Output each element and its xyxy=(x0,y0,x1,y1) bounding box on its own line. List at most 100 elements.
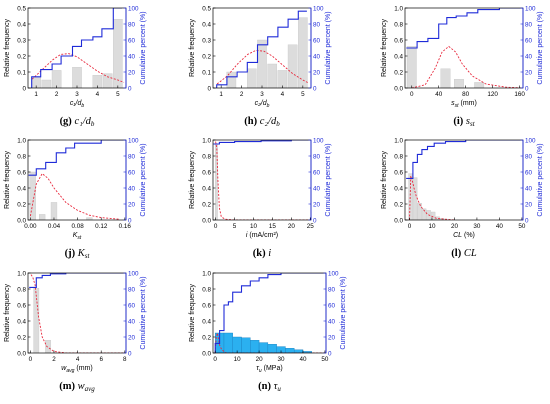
y-tick-label: 0.0 xyxy=(17,350,26,357)
x-axis-label: i (mA/cm²) xyxy=(246,232,278,239)
bar xyxy=(51,70,62,88)
x-tick-label: 2 xyxy=(55,91,59,98)
bar xyxy=(50,202,58,220)
bar xyxy=(41,79,52,88)
x-tick-label: 0 xyxy=(410,91,414,98)
bar xyxy=(285,348,295,353)
y-tick-label: 0.8 xyxy=(394,153,403,160)
y-tick-label: 0.4 xyxy=(17,21,26,28)
density-curve xyxy=(215,141,311,220)
y-tick-label: 0.8 xyxy=(202,286,211,293)
y-tick-label: 0.6 xyxy=(202,169,211,176)
y2-axis-label: Cumulative percent (%) xyxy=(340,276,347,349)
y2-tick-label: 20 xyxy=(128,201,136,208)
y-tick-label: 0.4 xyxy=(17,185,26,192)
x-label-main: τ xyxy=(256,365,259,372)
y-tick-label: 0.2 xyxy=(202,53,211,60)
y-tick-label: 0.6 xyxy=(202,302,211,309)
density-curve xyxy=(214,332,325,353)
y-tick-label: 0.2 xyxy=(394,69,403,76)
y-tick-label: 0.2 xyxy=(17,334,26,341)
bar xyxy=(298,17,308,88)
density-curve xyxy=(30,274,125,353)
bar xyxy=(406,46,417,88)
bar xyxy=(267,63,278,88)
y-tick-label: 0.5 xyxy=(202,5,211,12)
y2-tick-label: 60 xyxy=(525,37,533,44)
panel-caption: (i) sst xyxy=(453,116,475,128)
plot-frame xyxy=(404,7,524,89)
y-tick-label: 0.6 xyxy=(17,169,26,176)
x-label-sub: u xyxy=(259,368,262,374)
x-label-sub: b xyxy=(81,103,84,109)
x-axis-label: Kst xyxy=(73,232,82,241)
y-tick-label: 0.4 xyxy=(394,53,403,60)
x-tick-label: 0 xyxy=(29,356,33,363)
cumulative-line xyxy=(216,10,307,88)
y2-tick-label: 60 xyxy=(128,302,136,309)
bar xyxy=(29,171,36,220)
y2-tick-label: 0 xyxy=(525,85,529,92)
x-tick-label: 5 xyxy=(301,91,305,98)
y2-tick-label: 100 xyxy=(525,137,536,144)
panel-i: 0.0 0.2 0.4 0.6 0.8 1.0 0 20 40 60 80 100 0 40 80 120 16… xyxy=(381,5,544,128)
y2-tick-label: 80 xyxy=(525,153,533,160)
x-label-main: c₁/d xyxy=(70,100,83,107)
y-tick-label: 0.4 xyxy=(394,185,403,192)
density-curve xyxy=(411,45,523,88)
caption-text: c₂/d xyxy=(260,116,277,127)
y2-axis-label: Cumulative percent (%) xyxy=(325,143,332,216)
panel-caption: (n) τu xyxy=(258,381,281,393)
x-tick-label: 160 xyxy=(514,91,525,98)
caption-sub: b xyxy=(276,120,280,128)
y2-tick-label: 40 xyxy=(313,53,321,60)
x-tick-label: 0 xyxy=(408,223,412,230)
y-axis-label: Relative frequency xyxy=(4,151,11,209)
x-tick-label: 1 xyxy=(34,91,38,98)
caption-letter: (k) xyxy=(253,248,268,259)
y2-tick-label: 40 xyxy=(525,185,533,192)
y2-tick-label: 100 xyxy=(525,5,536,12)
y2-tick-label: 0 xyxy=(313,85,317,92)
x-tick-label: 40 xyxy=(435,91,443,98)
bar xyxy=(430,211,436,220)
x-label-sub: b xyxy=(267,103,270,109)
y2-tick-label: 80 xyxy=(128,286,136,293)
cumulative-line xyxy=(31,8,122,88)
y2-tick-label: 80 xyxy=(525,21,533,28)
bar xyxy=(287,44,298,88)
plot-frame xyxy=(27,139,127,221)
density-curve xyxy=(409,175,455,220)
y2-tick-label: 0 xyxy=(128,217,132,224)
cumulative-line xyxy=(29,273,126,288)
x-tick-label: 10 xyxy=(428,223,436,230)
panel-k: 0.0 0.2 0.4 0.6 0.8 1.0 0 20 40 60 80 100 0 5 10 15 20 25… xyxy=(189,137,332,259)
y2-tick-label: 100 xyxy=(313,5,324,12)
y-tick-label: 0.3 xyxy=(17,37,26,44)
x-tick-label: 0.00 xyxy=(24,223,37,230)
x-tick-label: 50 xyxy=(518,223,526,230)
y-tick-label: 0.4 xyxy=(17,318,26,325)
y2-tick-label: 80 xyxy=(128,153,136,160)
caption-text: CL xyxy=(464,248,477,259)
panel-g: 0 0.1 0.2 0.3 0.4 0.5 0 20 40 60 80 100 1 2 3 4 5 Relativ… xyxy=(4,5,147,128)
y2-tick-label: 20 xyxy=(525,69,533,76)
cumulative-line xyxy=(213,140,311,145)
y2-tick-label: 60 xyxy=(313,169,321,176)
x-label-unit: (%) xyxy=(462,232,475,239)
panel-n: 0.0 0.2 0.4 0.6 0.8 1.0 0 20 40 60 80 100 0 10 20 30 40 5… xyxy=(189,270,347,393)
caption-text: i xyxy=(268,248,271,259)
y2-axis-label: Cumulative percent (%) xyxy=(537,11,544,84)
cumulative-line xyxy=(214,273,326,353)
bar xyxy=(223,332,233,353)
y-tick-label: 0 xyxy=(207,85,211,92)
x-tick-label: 3 xyxy=(75,91,79,98)
bar xyxy=(277,70,288,88)
caption-letter: (l) xyxy=(451,248,464,259)
bar xyxy=(257,39,267,88)
y2-tick-label: 100 xyxy=(128,137,139,144)
y2-tick-label: 20 xyxy=(313,69,321,76)
y2-tick-label: 80 xyxy=(313,153,321,160)
x-tick-label: 3 xyxy=(260,91,264,98)
y2-tick-label: 40 xyxy=(525,53,533,60)
